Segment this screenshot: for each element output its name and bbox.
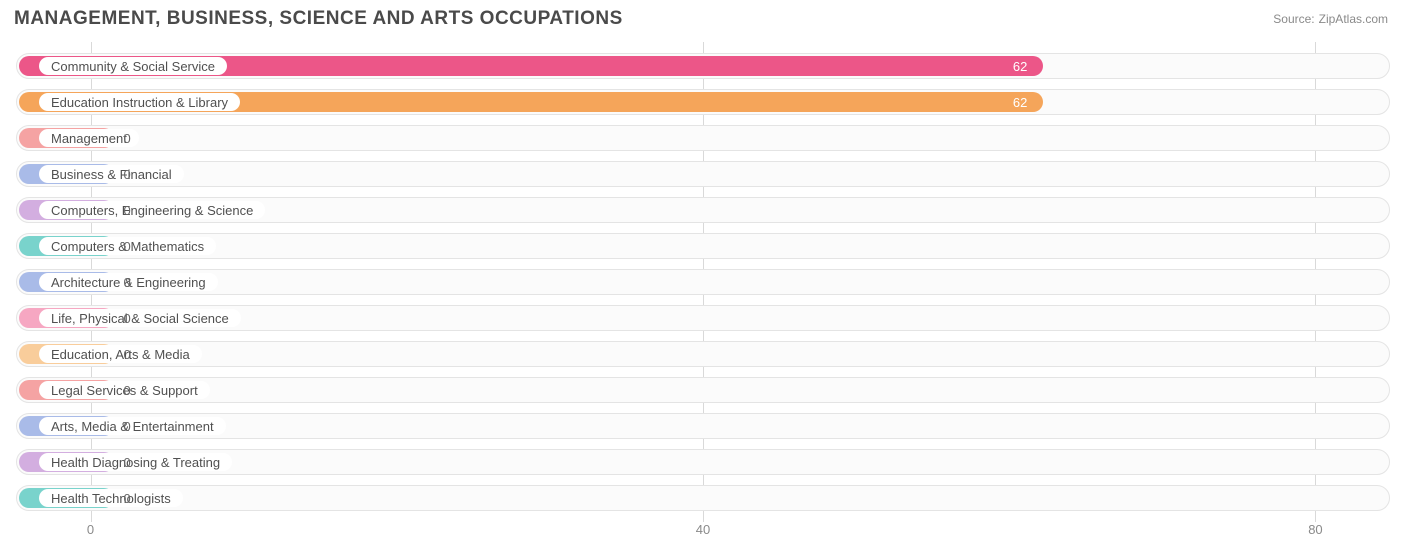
bar-row: Education Instruction & Library 62 [16,89,1390,115]
bar-container: Community & Social Service62Education In… [14,42,1392,522]
bar-value: 62 [1013,90,1027,114]
bar-row: Computers, Engineering & Science0 [16,197,1390,223]
bar-label: Education Instruction & Library [39,93,240,111]
x-tick-label: 80 [1308,522,1322,537]
bar-row: Business & Financial0 [16,161,1390,187]
bar-row: Community & Social Service 62 [16,53,1390,79]
bar-value: 0 [124,234,131,258]
bar-label: Business & Financial [39,165,184,183]
bar-label: Arts, Media & Entertainment [39,417,226,435]
x-axis: 0 40 80 [14,522,1392,544]
bar-row: Architecture & Engineering0 [16,269,1390,295]
bar-value: 62 [1013,54,1027,78]
bar-label: Education, Arts & Media [39,345,202,363]
bar-row: Health Technologists0 [16,485,1390,511]
bar-value: 0 [124,342,131,366]
source-value: ZipAtlas.com [1319,12,1388,26]
bar-value: 0 [124,198,131,222]
bar-label: Life, Physical & Social Science [39,309,241,327]
source-label: Source: [1273,12,1314,26]
x-tick-label: 0 [87,522,94,537]
bar-row: Computers & Mathematics0 [16,233,1390,259]
bar-value: 0 [124,486,131,510]
bar-row: Legal Services & Support0 [16,377,1390,403]
bar-label: Computers, Engineering & Science [39,201,265,219]
chart-area: Community & Social Service62Education In… [14,42,1392,544]
bar-row: Education, Arts & Media0 [16,341,1390,367]
bar-value: 0 [124,378,131,402]
bar-row: Health Diagnosing & Treating0 [16,449,1390,475]
bar-value: 0 [124,450,131,474]
bar-value: 0 [124,306,131,330]
source-attribution: Source: ZipAtlas.com [1273,12,1388,26]
chart-plot: Community & Social Service62Education In… [14,42,1392,522]
bar-value: 0 [124,162,131,186]
bar-row: Arts, Media & Entertainment0 [16,413,1390,439]
bar-value: 0 [124,414,131,438]
x-tick-label: 40 [696,522,710,537]
chart-title: MANAGEMENT, BUSINESS, SCIENCE AND ARTS O… [14,8,623,30]
bar-row: Life, Physical & Social Science0 [16,305,1390,331]
bar-label: Health Technologists [39,489,183,507]
bar-label: Health Diagnosing & Treating [39,453,232,471]
bar-row: Management0 [16,125,1390,151]
bar-label: Community & Social Service [39,57,227,75]
bar-value: 0 [124,126,131,150]
bar-value: 0 [124,270,131,294]
